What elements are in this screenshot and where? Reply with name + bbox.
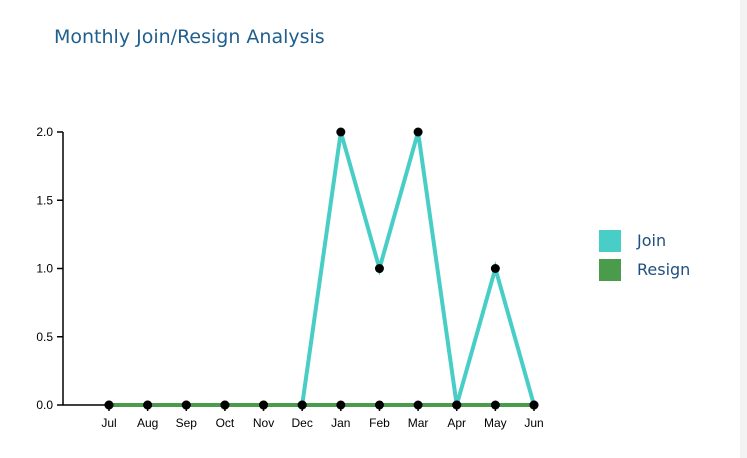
legend-label-resign: Resign (637, 260, 691, 279)
chart-legend: Join Resign (599, 226, 690, 284)
x-tick-label: Apr (447, 416, 466, 430)
data-point-resign (336, 400, 346, 410)
right-edge-strip (740, 0, 747, 458)
data-markers (104, 127, 539, 410)
data-point-resign (452, 400, 462, 410)
x-tick-label: May (484, 416, 507, 430)
y-tick-label: 1.5 (36, 193, 53, 207)
data-point-join (374, 264, 384, 273)
x-tick-label: Dec (292, 416, 313, 430)
data-point-join (336, 127, 346, 137)
x-tick-label: Jul (101, 416, 116, 430)
x-tick-label: Oct (216, 416, 235, 430)
data-point-resign (181, 400, 191, 410)
legend-swatch-resign (599, 258, 621, 281)
chart-axes: 0.0 0.5 1.0 1.5 2.0 Jul Aug Sep Oct Nov Dec Jan Feb M… (36, 125, 543, 430)
x-tick-label: Nov (253, 416, 274, 430)
series-lines (109, 131, 536, 407)
y-tick-label: 0.0 (36, 398, 53, 412)
y-tick-label: 2.0 (36, 125, 53, 139)
data-point-resign (374, 400, 384, 410)
x-tick-label: Aug (137, 416, 158, 430)
series-line-join (109, 131, 536, 407)
y-tick-label: 0.5 (36, 330, 53, 344)
data-point-resign (490, 400, 500, 410)
legend-item-resign[interactable]: Resign (599, 255, 690, 284)
data-point-resign (413, 400, 423, 410)
x-tick-label: Feb (369, 416, 390, 430)
y-tick-label: 1.0 (36, 262, 53, 276)
data-point-join (490, 264, 500, 273)
data-point-resign (143, 400, 153, 410)
x-tick-label: Mar (408, 416, 429, 430)
data-point-resign (297, 400, 307, 410)
data-point-resign (529, 400, 539, 410)
data-point-resign (104, 400, 114, 410)
chart-title: Monthly Join/Resign Analysis (54, 26, 325, 48)
data-point-join (413, 127, 423, 137)
data-point-resign (259, 400, 269, 410)
legend-swatch-join (599, 229, 621, 252)
x-tick-label: Jun (524, 416, 543, 430)
x-tick-label: Jan (331, 416, 350, 430)
legend-item-join[interactable]: Join (599, 226, 690, 255)
x-tick-label: Sep (176, 416, 198, 430)
legend-label-join: Join (637, 231, 667, 250)
data-point-resign (220, 400, 230, 410)
